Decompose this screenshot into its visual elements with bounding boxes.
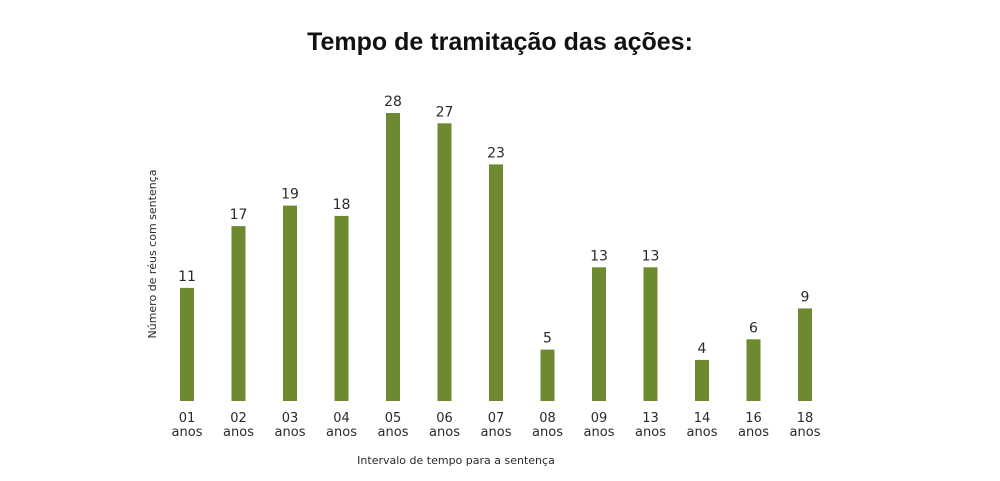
bar [489,164,503,401]
x-tick-label-unit: anos [275,425,306,440]
x-tick-label-unit: anos [378,425,409,440]
bar [643,267,658,401]
bar [437,123,452,402]
bar [386,113,400,401]
x-tick-label-unit: anos [738,425,769,440]
data-label: 6 [749,320,758,336]
x-axis-label: Intervalo de tempo para a sentença [357,454,555,467]
x-tick-label: 18 [797,411,814,426]
x-tick-label: 07 [488,411,505,426]
bars-group [180,113,812,402]
bar [540,349,555,401]
y-axis-label: Número de réus com sentença [146,170,159,339]
value-labels-group: 11 17 19 18 28 27 23 5 13 13 4 6 9 [178,94,809,357]
x-tick-label-unit: anos [223,425,254,440]
x-tick-label-unit: anos [326,425,357,440]
tick-labels-group: 01anos02anos03anos04anos05anos06anos07an… [172,411,821,440]
x-tick-label: 03 [282,411,299,426]
x-tick-label-unit: anos [481,425,512,440]
x-tick-label-unit: anos [687,425,718,440]
x-tick-label-unit: anos [584,425,615,440]
bar [746,339,761,401]
x-tick-label-unit: anos [532,425,563,440]
data-label: 28 [384,94,402,110]
x-tick-label: 09 [591,411,608,426]
data-label: 17 [230,207,248,223]
x-tick-label: 13 [642,411,659,426]
data-label: 5 [543,331,552,347]
x-tick-label: 16 [745,411,762,426]
data-label: 11 [178,269,196,285]
x-tick-label-unit: anos [635,425,666,440]
x-tick-label-unit: anos [172,425,203,440]
bar [231,226,246,401]
data-label: 27 [436,104,454,120]
bar [334,215,349,401]
bar [798,308,812,401]
chart-title: Tempo de tramitação das ações: [307,28,693,56]
x-tick-label: 02 [230,411,247,426]
x-tick-label: 05 [385,411,402,426]
bar [695,359,709,401]
data-label: 13 [590,248,608,264]
data-label: 13 [642,248,660,264]
x-tick-label: 01 [179,411,196,426]
data-label: 23 [487,145,505,161]
data-label: 19 [281,187,299,203]
data-label: 18 [333,197,351,213]
bar [283,205,297,401]
x-tick-label: 04 [333,411,350,426]
data-label: 4 [698,341,707,357]
data-label: 9 [801,289,810,305]
x-tick-label: 14 [694,411,711,426]
x-tick-label-unit: anos [429,425,460,440]
x-tick-label-unit: anos [790,425,821,440]
x-tick-label: 06 [436,411,453,426]
bar [180,287,194,401]
x-tick-label: 08 [539,411,556,426]
bar [592,267,606,401]
